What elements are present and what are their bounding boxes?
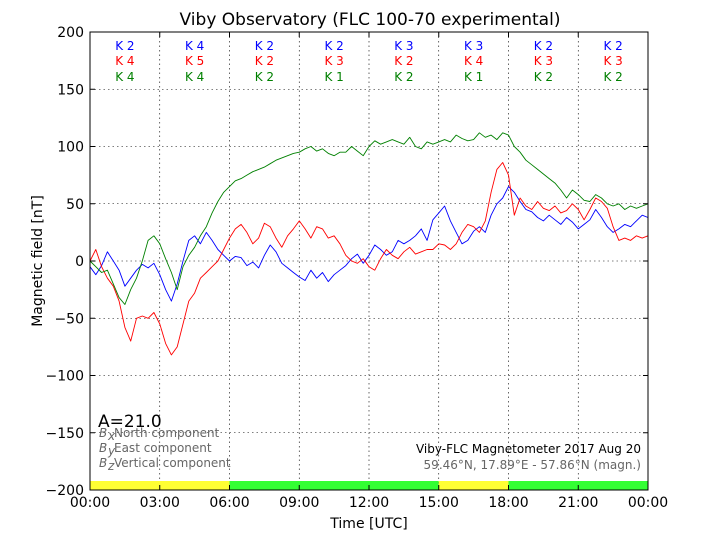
legend-label-east: East component [114, 441, 212, 455]
y-axis-title: Magnetic field [nT] [30, 195, 46, 327]
k-index-north-5: K 3 [464, 39, 483, 53]
x-tick-label: 12:00 [349, 495, 389, 511]
x-tick-label: 06:00 [209, 495, 249, 511]
k-index-north-2: K 2 [255, 39, 274, 53]
k-index-east-6: K 3 [534, 54, 553, 68]
series-lines [89, 132, 649, 356]
y-tick-label: 150 [57, 82, 84, 98]
time-band-1 [229, 481, 439, 490]
x-tick-label: 00:00 [628, 495, 668, 511]
legend-subscript-vertical: z [107, 459, 115, 473]
legend-label-north: North component [114, 426, 220, 440]
legend-subscript-north: x [107, 429, 116, 443]
k-index-east-4: K 2 [394, 54, 413, 68]
k-index-north-3: K 2 [324, 39, 343, 53]
info-line-2: 59.46°N, 17.89°E - 57.86°N (magn.) [424, 458, 641, 472]
y-tick-label: 100 [57, 140, 84, 156]
series-line-vertical [89, 132, 649, 305]
time-band-2 [438, 481, 509, 490]
y-tick-label: 0 [75, 254, 84, 270]
y-tick-label: 50 [66, 197, 84, 213]
y-tick-label: 200 [57, 25, 84, 41]
k-index-vertical-2: K 2 [255, 70, 274, 84]
y-tick-label: −200 [46, 483, 84, 499]
k-index-vertical-0: K 4 [115, 70, 134, 84]
k-index-east-5: K 4 [464, 54, 483, 68]
legend-label-vertical: Vertical component [114, 456, 231, 470]
k-index-north-1: K 4 [185, 39, 204, 53]
series-line-east [89, 162, 649, 356]
legend-symbol-north: B [99, 426, 107, 440]
k-index-vertical-6: K 2 [534, 70, 553, 84]
y-tick-label: −150 [46, 426, 84, 442]
series-line-north [89, 186, 649, 302]
k-index-east-0: K 4 [115, 54, 134, 68]
y-tick-label: −50 [54, 311, 84, 327]
k-index-north-4: K 3 [394, 39, 413, 53]
k-index-vertical-5: K 1 [464, 70, 483, 84]
axis-ticks: 00:00 03:00 06:00 09:00 12:00 15:00 18:00 21:00… [46, 25, 669, 511]
chart-title: Viby Observatory (FLC 100-70 experimenta… [180, 10, 561, 30]
k-index-north-7: K 2 [603, 39, 622, 53]
k-index-east-7: K 3 [603, 54, 622, 68]
k-index-vertical-7: K 2 [603, 70, 622, 84]
k-index-east-3: K 3 [324, 54, 343, 68]
k-index-vertical-1: K 4 [185, 70, 204, 84]
x-tick-label: 18:00 [488, 495, 528, 511]
y-tick-label: −100 [46, 369, 84, 385]
k-index-north-6: K 2 [534, 39, 553, 53]
x-tick-label: 15:00 [419, 495, 459, 511]
k-index-north-0: K 2 [115, 39, 134, 53]
k-index-east-1: K 5 [185, 54, 204, 68]
k-index-east-2: K 2 [255, 54, 274, 68]
x-tick-label: 03:00 [140, 495, 180, 511]
legend-subscript-east: y [107, 444, 116, 458]
x-axis-title: Time [UTC] [329, 516, 407, 532]
legend-symbol-east: B [99, 441, 107, 455]
a-index: A=21.0 [98, 412, 162, 432]
x-tick-label: 09:00 [279, 495, 319, 511]
x-tick-label: 21:00 [558, 495, 598, 511]
k-index-vertical-4: K 2 [394, 70, 413, 84]
x-tick-label: 00:00 [70, 495, 110, 511]
legend-symbol-vertical: B [99, 456, 107, 470]
info-line-1: Viby-FLC Magnetometer 2017 Aug 20 [416, 442, 641, 456]
k-index-vertical-3: K 1 [324, 70, 343, 84]
